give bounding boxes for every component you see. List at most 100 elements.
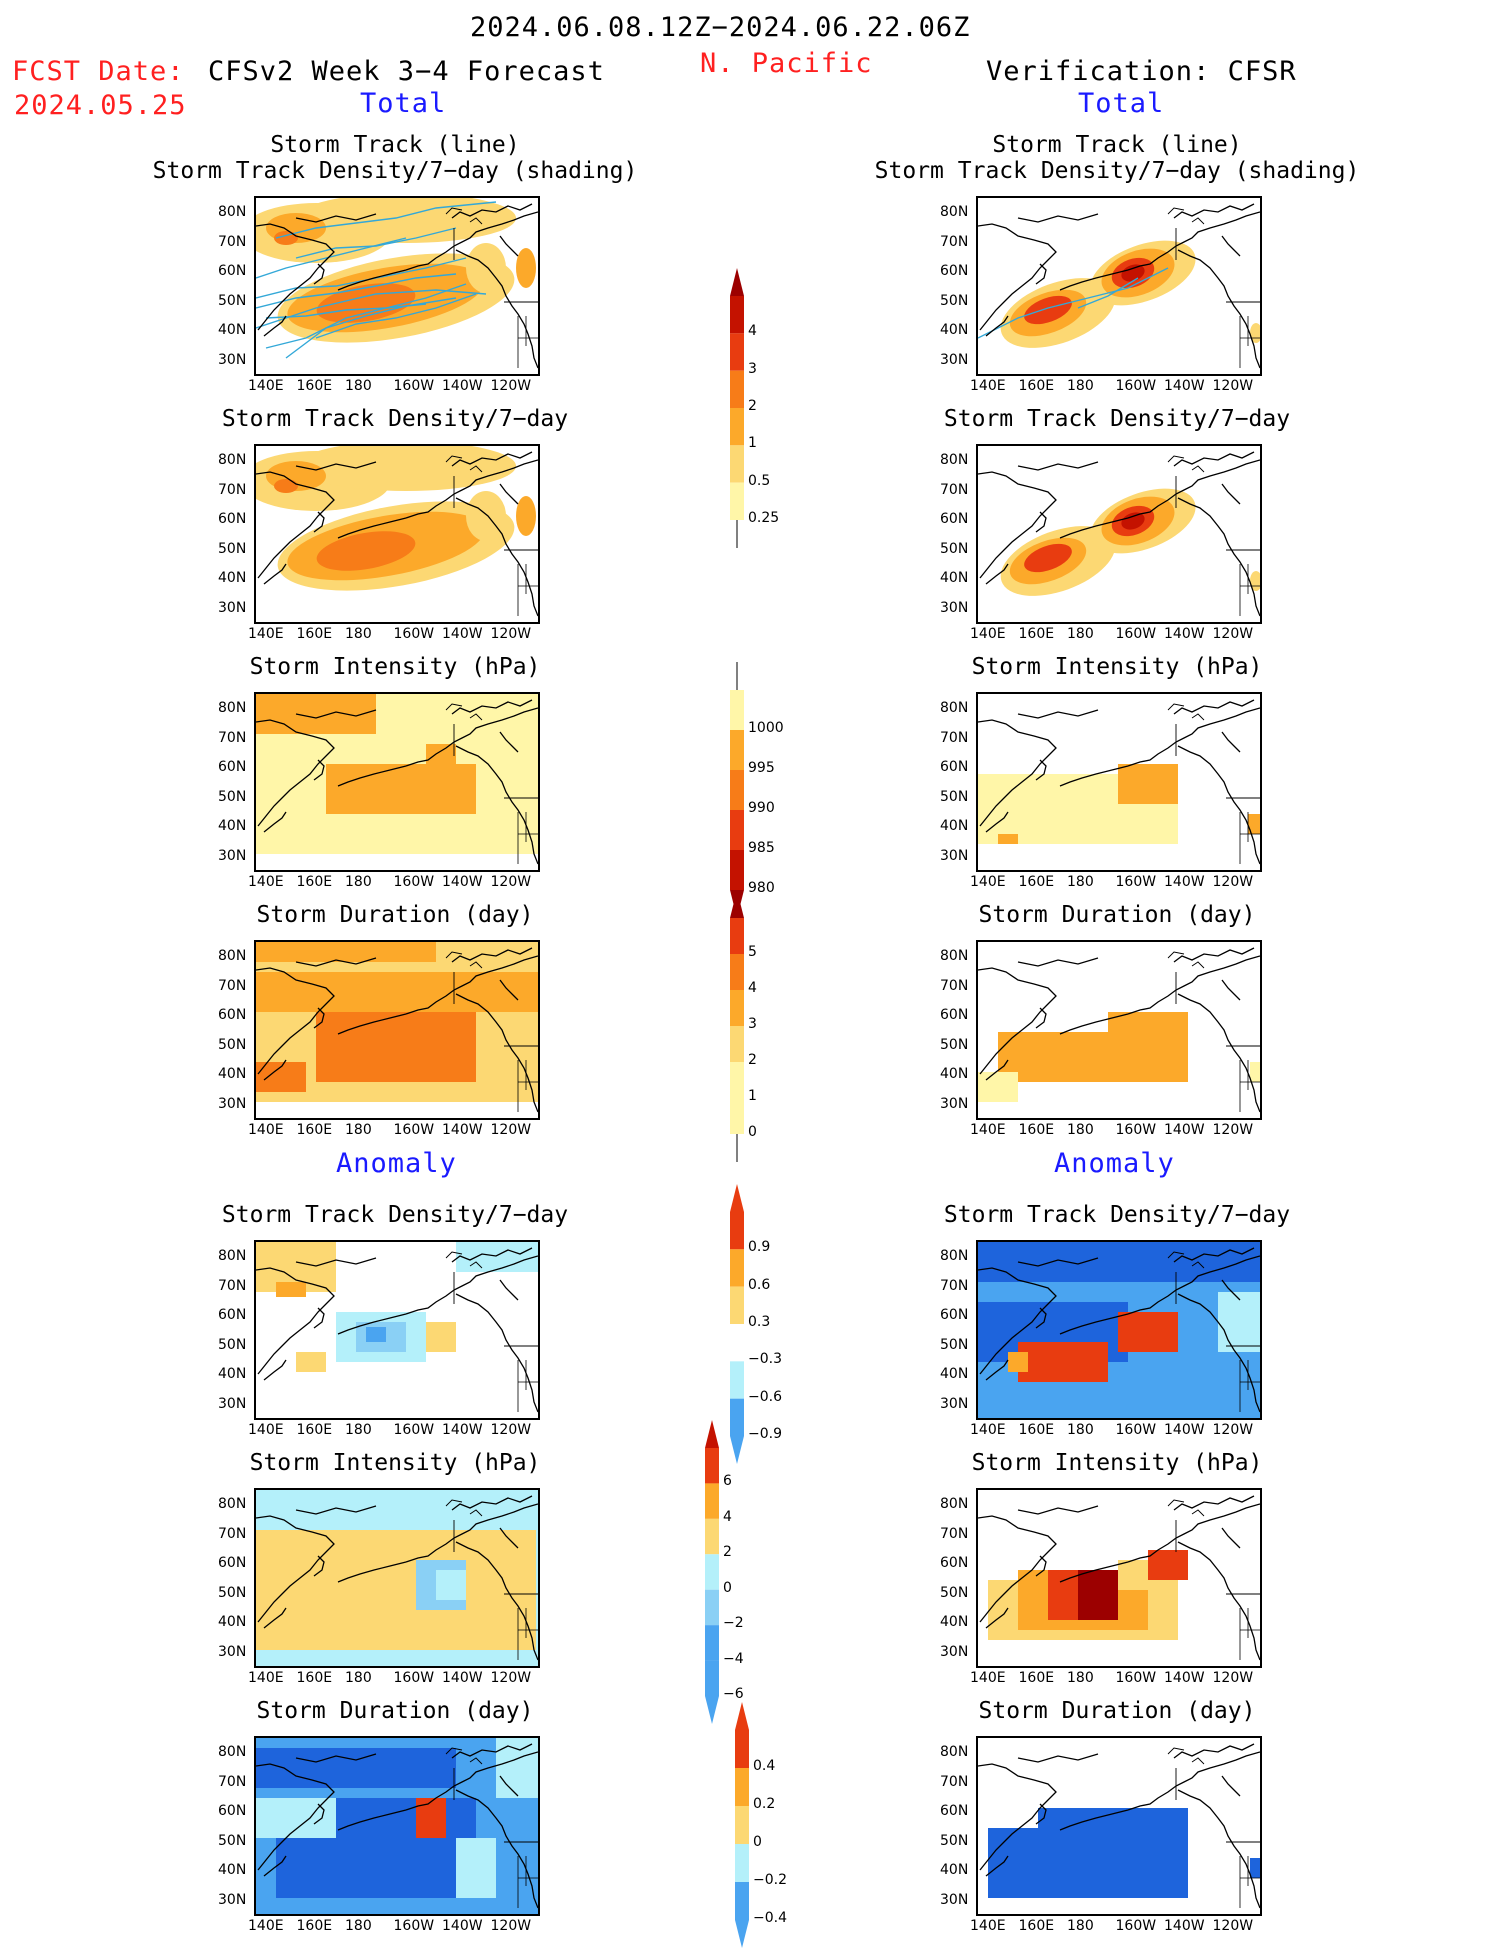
panel-title: Storm Duration (day) <box>256 902 534 928</box>
map-panel <box>254 1736 540 1916</box>
field-contour <box>516 496 536 536</box>
colorbar-label: 0.9 <box>748 1239 771 1256</box>
x-tick-label: 160W <box>1115 1670 1157 1686</box>
y-tick-label: 70N <box>218 729 247 746</box>
map-panel <box>976 444 1262 624</box>
colorbar-segment <box>735 1844 749 1882</box>
coastline <box>256 947 538 1113</box>
x-tick-label: 160E <box>1018 626 1055 642</box>
colorbar-label: 0.3 <box>748 1314 771 1330</box>
colorbar-label: 995 <box>748 760 775 776</box>
field-cell <box>1218 1292 1260 1352</box>
y-tick-label: 30N <box>940 1643 969 1660</box>
map-panel <box>254 444 540 624</box>
x-tick-label: 160W <box>1115 1122 1157 1138</box>
colorbar-top-triangle <box>705 1420 719 1448</box>
map-panel <box>976 196 1262 376</box>
colorbar-segment <box>730 1286 744 1324</box>
y-tick-label: 60N <box>218 263 247 279</box>
x-tick-label: 180 <box>1067 378 1094 394</box>
y-tick-label: 50N <box>940 540 969 557</box>
x-tick-label: 140E <box>248 874 284 890</box>
colorbar-segment <box>730 1062 744 1098</box>
panel-title: Storm Track Density/7−day (shading) <box>874 158 1360 184</box>
field-cell <box>256 942 436 962</box>
storm-track <box>275 201 497 239</box>
y-tick-label: 70N <box>940 1773 969 1790</box>
storm-track-lines <box>978 267 1169 339</box>
y-tick-label: 70N <box>218 977 247 994</box>
coastline <box>978 451 1260 617</box>
field-contour <box>1121 512 1145 530</box>
colorbar-top-triangle <box>730 268 744 296</box>
y-tick-label: 80N <box>218 1744 247 1760</box>
field-cell <box>426 1322 456 1352</box>
colorbar-segment <box>730 810 744 850</box>
y-tick-label: 80N <box>940 1744 969 1760</box>
colorbar-label: 1000 <box>748 720 784 736</box>
panel-title: Storm Intensity (hPa) <box>249 1450 541 1476</box>
y-tick-label: 30N <box>218 599 247 616</box>
field-contour <box>466 491 506 541</box>
colorbar-segment <box>730 1212 744 1250</box>
y-tick-label: 80N <box>218 700 247 716</box>
storm-track <box>265 283 467 349</box>
map-panel <box>254 940 540 1120</box>
coastline <box>256 1247 538 1413</box>
x-tick-label: 120W <box>1212 874 1254 890</box>
x-tick-label: 160E <box>296 874 333 890</box>
panel-title: Storm Track Density/7−day <box>221 1202 569 1228</box>
colorbar-segment <box>730 370 744 408</box>
fcst-date: 2024.05.25 <box>14 90 187 121</box>
y-tick-label: 40N <box>218 1862 247 1878</box>
map-panel <box>254 1488 540 1668</box>
y-tick-label: 40N <box>218 1066 247 1082</box>
colorbar-label: 980 <box>748 880 775 896</box>
panel-title: Storm Track (line) <box>270 132 520 158</box>
y-tick-label: 30N <box>218 847 247 864</box>
x-tick-label: 140E <box>970 1422 1006 1438</box>
colorbar-segment <box>730 296 744 334</box>
x-tick-label: 120W <box>1212 1422 1254 1438</box>
x-tick-label: 160W <box>393 874 435 890</box>
y-tick-label: 40N <box>218 1614 247 1630</box>
x-tick-label: 180 <box>345 874 372 890</box>
region-label: N. Pacific <box>700 48 873 79</box>
y-tick-label: 50N <box>940 292 969 309</box>
y-tick-label: 30N <box>940 847 969 864</box>
y-tick-label: 70N <box>218 481 247 498</box>
y-tick-label: 80N <box>940 1496 969 1512</box>
field-cell <box>978 1242 1260 1282</box>
x-tick-label: 160E <box>296 1670 333 1686</box>
panel-title: Storm Intensity (hPa) <box>249 654 541 680</box>
y-tick-label: 40N <box>940 1366 969 1382</box>
field-cell <box>256 972 538 1012</box>
map-panel <box>254 692 540 872</box>
panel-title: Storm Duration (day) <box>978 1698 1256 1724</box>
y-tick-label: 70N <box>940 233 969 250</box>
y-tick-label: 80N <box>940 700 969 716</box>
x-tick-label: 120W <box>490 1122 532 1138</box>
x-tick-label: 140W <box>442 1670 483 1686</box>
x-tick-label: 120W <box>490 1918 532 1934</box>
coastline <box>978 699 1260 865</box>
y-tick-label: 40N <box>218 570 247 586</box>
y-tick-label: 60N <box>940 511 969 527</box>
colorbar-label: 4 <box>748 980 757 996</box>
x-tick-label: 140E <box>248 378 284 394</box>
y-tick-label: 40N <box>940 322 969 338</box>
coastline <box>256 1743 538 1909</box>
colorbar-segment <box>735 1768 749 1806</box>
x-tick-label: 120W <box>1212 626 1254 642</box>
field-cell <box>456 1242 538 1272</box>
y-tick-label: 40N <box>940 570 969 586</box>
x-tick-label: 160E <box>1018 1670 1055 1686</box>
colorbar-segment <box>730 690 744 730</box>
y-tick-label: 70N <box>940 729 969 746</box>
field-cell <box>1248 814 1260 834</box>
colorbar-segment <box>730 730 744 770</box>
colorbar-segment <box>705 1660 719 1696</box>
colorbar-label: 0.25 <box>748 510 780 526</box>
y-tick-label: 80N <box>218 204 247 220</box>
field-cell <box>296 1352 326 1372</box>
